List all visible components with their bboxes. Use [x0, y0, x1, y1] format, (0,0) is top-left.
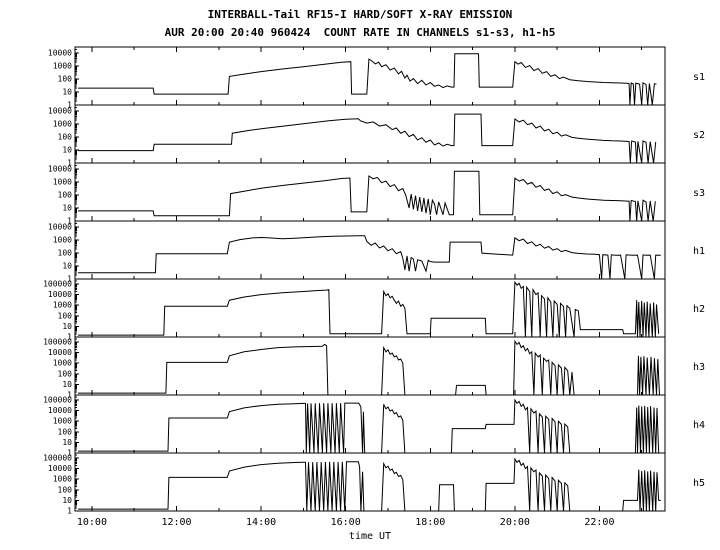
y-tick-label: 1: [67, 449, 72, 458]
panel-frame-h2: [74, 278, 666, 338]
y-tick-label: 1: [67, 101, 72, 110]
x-tick-label: 16:00: [331, 517, 361, 528]
y-tick-label: 1000: [53, 236, 72, 245]
y-tick-label: 100: [58, 369, 73, 378]
chart-subtitle: AUR 20:00 20:40 960424 COUNT RATE IN CHA…: [164, 26, 556, 39]
y-tick-label: 100000: [43, 280, 72, 289]
y-tick-label: 100000: [43, 396, 72, 405]
panel-label-s2: s2: [693, 130, 705, 141]
y-tick-label: 100: [58, 191, 73, 200]
y-tick-label: 100: [58, 427, 73, 436]
x-tick-label: 12:00: [161, 517, 191, 528]
x-axis-title: time UT: [349, 531, 391, 542]
y-tick-label: 100: [58, 75, 73, 84]
series-line-h1: [78, 235, 661, 280]
panel-frame-s3: [74, 162, 666, 222]
series-line-s2: [78, 113, 657, 164]
panel-frame-h5: [74, 452, 666, 512]
y-tick-label: 10: [62, 322, 72, 331]
y-tick-label: 1: [67, 275, 72, 284]
y-tick-label: 1: [67, 217, 72, 226]
series-line-h4: [78, 398, 660, 454]
x-tick-label: 20:00: [500, 517, 530, 528]
series-line-h3: [78, 339, 660, 396]
series-line-s3: [78, 170, 656, 222]
x-tick-label: 22:00: [584, 517, 614, 528]
y-tick-label: 10000: [48, 464, 72, 473]
y-tick-label: 1: [67, 159, 72, 168]
panel-label-h3: h3: [693, 362, 705, 373]
y-tick-label: 100: [58, 311, 73, 320]
y-tick-label: 10: [62, 496, 72, 505]
panel-label-h4: h4: [693, 420, 705, 431]
y-tick-label: 1000: [53, 120, 72, 129]
series-line-s1: [78, 53, 657, 106]
y-tick-label: 10: [62, 262, 72, 271]
panel-frame-h4: [74, 394, 666, 454]
y-tick-label: 1000: [53, 417, 72, 426]
y-tick-label: 1000: [53, 359, 72, 368]
x-tick-label: 18:00: [415, 517, 445, 528]
y-tick-label: 10: [62, 146, 72, 155]
y-tick-label: 100: [58, 133, 73, 142]
y-tick-label: 10: [62, 380, 72, 389]
y-tick-label: 100: [58, 249, 73, 258]
panel-frame-s1: [74, 46, 666, 106]
y-tick-label: 100000: [43, 454, 72, 463]
y-tick-label: 10000: [48, 223, 72, 232]
y-tick-label: 10000: [48, 107, 72, 116]
y-tick-label: 10: [62, 204, 72, 213]
y-tick-label: 10000: [48, 348, 72, 357]
y-tick-label: 100: [58, 485, 73, 494]
y-tick-label: 10000: [48, 290, 72, 299]
panel-frame-h1: [74, 220, 666, 280]
y-tick-label: 1: [67, 391, 72, 400]
y-tick-label: 10: [62, 88, 72, 97]
chart-title: INTERBALL-Tail RF15-I HARD/SOFT X-RAY EM…: [207, 8, 513, 21]
y-tick-label: 100000: [43, 338, 72, 347]
panel-frame-s2: [74, 104, 666, 164]
series-line-h5: [78, 457, 661, 512]
y-tick-label: 1: [67, 507, 72, 516]
y-tick-label: 10000: [48, 49, 72, 58]
y-tick-label: 10000: [48, 165, 72, 174]
panel-label-h1: h1: [693, 246, 705, 257]
y-tick-label: 10000: [48, 406, 72, 415]
y-tick-label: 1000: [53, 475, 72, 484]
y-tick-label: 1000: [53, 178, 72, 187]
x-tick-label: 14:00: [246, 517, 276, 528]
y-tick-label: 1000: [53, 301, 72, 310]
panel-label-h5: h5: [693, 478, 705, 489]
panel-label-s1: s1: [693, 72, 705, 83]
panel-label-h2: h2: [693, 304, 705, 315]
y-tick-label: 1: [67, 333, 72, 342]
panel-frame-h3: [74, 336, 666, 396]
series-line-h2: [78, 280, 660, 338]
x-tick-label: 10:00: [77, 517, 107, 528]
y-tick-label: 10: [62, 438, 72, 447]
y-tick-label: 1000: [53, 62, 72, 71]
panel-label-s3: s3: [693, 188, 705, 199]
